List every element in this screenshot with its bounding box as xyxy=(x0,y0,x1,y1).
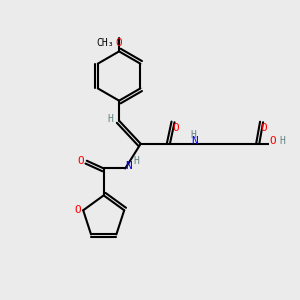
Text: N: N xyxy=(191,136,198,146)
Text: O: O xyxy=(116,38,122,48)
Text: H: H xyxy=(279,136,285,146)
Text: CH₃: CH₃ xyxy=(96,38,114,48)
Text: N: N xyxy=(126,161,133,171)
Text: H: H xyxy=(133,156,139,166)
Text: O: O xyxy=(77,156,84,166)
Text: H: H xyxy=(190,130,196,140)
Text: O: O xyxy=(270,136,277,146)
Text: O: O xyxy=(74,205,81,215)
Text: O: O xyxy=(172,123,179,134)
Text: H: H xyxy=(107,114,113,124)
Text: O: O xyxy=(260,123,267,134)
